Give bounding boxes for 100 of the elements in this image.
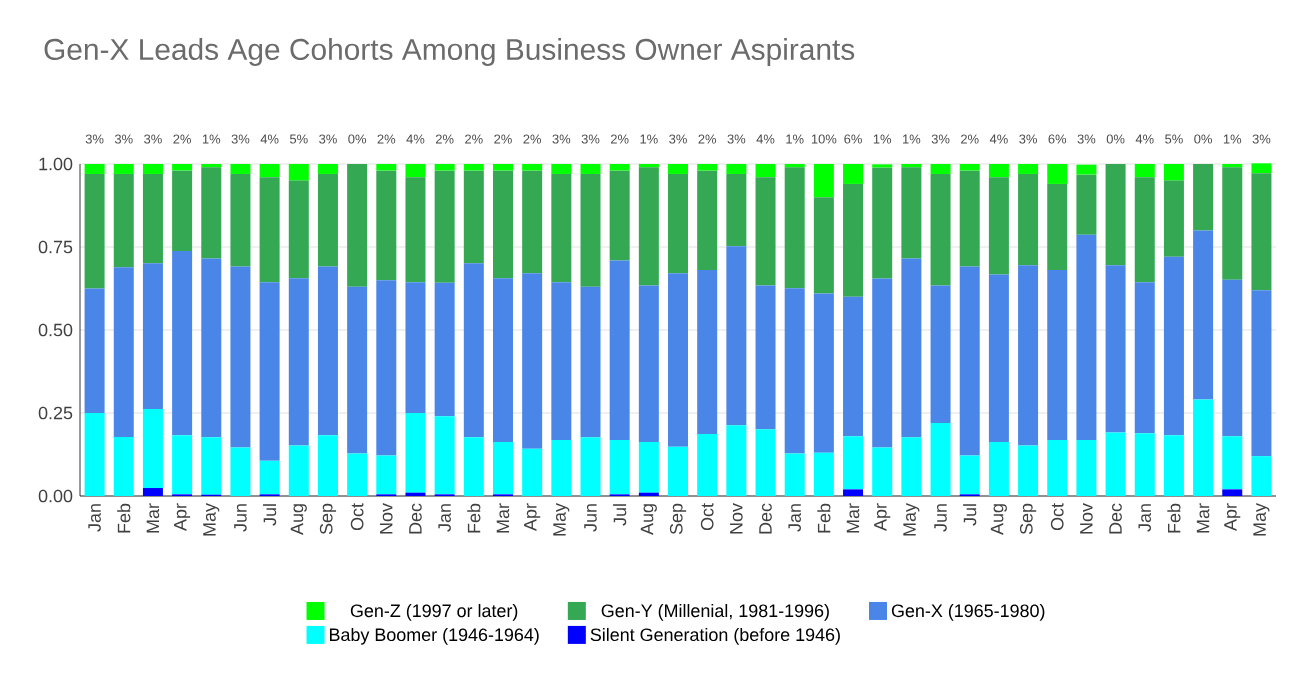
bar: [434, 416, 455, 495]
bar: [142, 164, 163, 174]
x-tick-label: May: [1253, 503, 1270, 536]
x-tick-label: Jul: [613, 504, 627, 526]
bar: [288, 278, 309, 446]
bar: [172, 164, 193, 171]
legend-label: Gen-Y (Millenial, 1981-1996): [601, 603, 829, 621]
bar: [784, 288, 805, 454]
bar: [609, 170, 630, 261]
bar: [142, 263, 163, 410]
bar: [784, 453, 805, 496]
legend-label: Silent Generation (before 1946): [590, 627, 840, 645]
bar: [1134, 433, 1155, 496]
bar: [551, 164, 572, 174]
bar: [901, 437, 922, 496]
bar: [1251, 163, 1272, 174]
bar: [697, 433, 718, 496]
bar: [609, 439, 630, 495]
bar: [988, 441, 1009, 496]
bar: [1076, 439, 1097, 496]
bar: [230, 173, 251, 267]
y-tick-label: 0.00: [38, 489, 73, 503]
bar: [1193, 230, 1214, 400]
x-tick-label: Dec: [1109, 503, 1122, 534]
x-tick-label: Oct: [1050, 503, 1064, 531]
x-tick-label: Sep: [669, 503, 687, 535]
bar: [901, 258, 922, 438]
bar: [726, 246, 747, 426]
bar: [872, 278, 893, 448]
bar: [1018, 173, 1039, 266]
x-tick-label: May: [203, 503, 220, 536]
bar: [609, 164, 630, 171]
bar: [434, 164, 455, 171]
x-tick-label: May: [903, 503, 920, 536]
bar: [230, 447, 251, 496]
bar: [1134, 164, 1155, 178]
bar: [142, 409, 163, 489]
bar: [1134, 177, 1155, 283]
bar: [959, 164, 980, 171]
x-tick-label: Sep: [319, 503, 337, 535]
bar: [1134, 282, 1155, 434]
bar: [843, 436, 864, 490]
bar: [492, 441, 513, 495]
bar: [142, 488, 163, 496]
x-tick-label: Aug: [990, 504, 1007, 535]
x-tick-label: Jul: [263, 504, 277, 526]
bar: [988, 274, 1009, 442]
bar: [726, 425, 747, 496]
x-tick-label: Jun: [234, 504, 247, 532]
x-tick-label: Jan: [88, 504, 101, 532]
bar: [901, 167, 922, 259]
bar: [201, 167, 222, 259]
bar: [580, 164, 601, 174]
x-tick-label: Mar: [1196, 503, 1210, 533]
bar: [638, 285, 659, 442]
x-tick-label: Jun: [934, 504, 947, 532]
bar: [1076, 234, 1097, 440]
bar: [259, 282, 280, 461]
bar: [551, 439, 572, 496]
x-tick-label: Apr: [874, 503, 891, 531]
bar: [405, 177, 426, 283]
x-tick-label: Apr: [1224, 503, 1241, 531]
x-tick-label: Feb: [817, 503, 831, 533]
bar: [697, 164, 718, 171]
x-tick-label: Nov: [380, 503, 393, 534]
bar: [580, 286, 601, 438]
bar: [522, 170, 543, 274]
bar: [1076, 174, 1097, 235]
bar: [784, 167, 805, 289]
x-tick-label: Nov: [1080, 503, 1093, 534]
bar: [522, 448, 543, 496]
bar: [959, 170, 980, 267]
bar: [843, 183, 864, 297]
x-tick-label: Feb: [117, 503, 131, 533]
bar: [463, 263, 484, 438]
bar: [347, 286, 368, 454]
legend-label: Baby Boomer (1946-1964): [329, 627, 539, 645]
bar: [638, 167, 659, 286]
bar: [317, 266, 338, 436]
x-tick-label: Jan: [788, 504, 801, 532]
bar: [1193, 164, 1214, 231]
y-tick-label: 0.50: [38, 323, 73, 337]
bar: [580, 173, 601, 287]
bar: [668, 446, 689, 496]
x-tick-label: Feb: [1167, 503, 1181, 533]
x-tick-label: May: [553, 503, 570, 536]
bar: [84, 164, 105, 174]
bar: [755, 164, 776, 178]
bar: [434, 170, 455, 283]
bar: [843, 489, 864, 496]
bar: [288, 164, 309, 181]
bar: [405, 164, 426, 178]
bar: [201, 258, 222, 438]
x-tick-label: Oct: [700, 503, 714, 531]
bar: [288, 180, 309, 279]
legend-label: Gen-Z (1997 or later): [350, 603, 518, 621]
bar: [668, 273, 689, 447]
bar: [172, 435, 193, 495]
bar: [405, 282, 426, 413]
legend-label: Gen-X (1965-1980): [891, 603, 1045, 621]
